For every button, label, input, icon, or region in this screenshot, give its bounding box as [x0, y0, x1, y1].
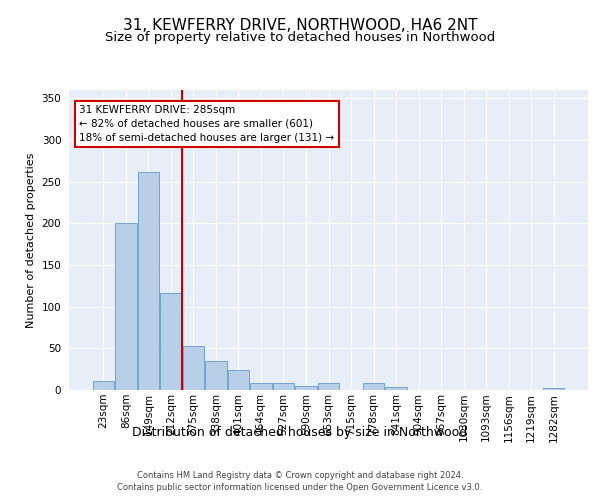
- Bar: [543, 388, 565, 390]
- Bar: [295, 386, 317, 390]
- Y-axis label: Number of detached properties: Number of detached properties: [26, 152, 36, 328]
- Text: 31 KEWFERRY DRIVE: 285sqm
← 82% of detached houses are smaller (601)
18% of semi: 31 KEWFERRY DRIVE: 285sqm ← 82% of detac…: [79, 105, 335, 143]
- Bar: [273, 382, 294, 390]
- Text: 31, KEWFERRY DRIVE, NORTHWOOD, HA6 2NT: 31, KEWFERRY DRIVE, NORTHWOOD, HA6 2NT: [123, 18, 477, 32]
- Text: Contains public sector information licensed under the Open Government Licence v3: Contains public sector information licen…: [118, 483, 482, 492]
- Bar: [250, 382, 272, 390]
- Bar: [115, 224, 137, 390]
- Text: Contains HM Land Registry data © Crown copyright and database right 2024.: Contains HM Land Registry data © Crown c…: [137, 472, 463, 480]
- Bar: [92, 381, 114, 390]
- Bar: [182, 346, 204, 390]
- Bar: [160, 294, 182, 390]
- Bar: [318, 382, 339, 390]
- Bar: [137, 172, 159, 390]
- Text: Size of property relative to detached houses in Northwood: Size of property relative to detached ho…: [105, 31, 495, 44]
- Bar: [228, 370, 249, 390]
- Bar: [385, 386, 407, 390]
- Bar: [205, 361, 227, 390]
- Bar: [363, 384, 384, 390]
- Text: Distribution of detached houses by size in Northwood: Distribution of detached houses by size …: [133, 426, 467, 439]
